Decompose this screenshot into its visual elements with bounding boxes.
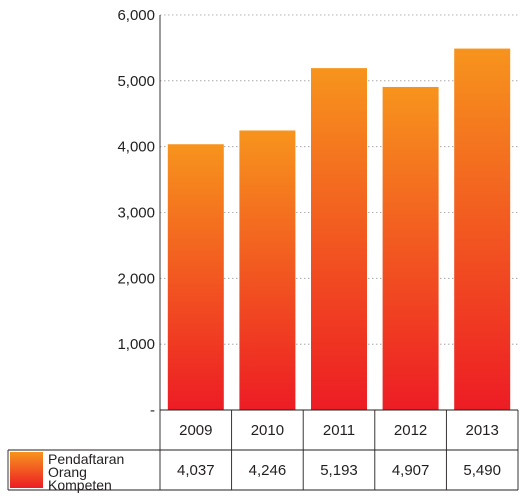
y-axis-tick-labels: - 1,000 2,000 3,000 4,000 5,000 6,000 [117, 7, 155, 419]
legend-label: Kompeten [48, 477, 112, 493]
y-tick-label: 1,000 [117, 336, 155, 353]
bars [167, 48, 511, 410]
bar [167, 144, 224, 410]
data-label: 4,246 [249, 462, 287, 479]
x-tick-label: 2012 [394, 422, 427, 439]
legend-label: Orang [48, 464, 87, 480]
bar [454, 48, 511, 410]
x-tick-label: 2013 [466, 422, 499, 439]
x-tick-label: 2010 [251, 422, 284, 439]
x-tick-label: 2009 [179, 422, 212, 439]
bar [311, 68, 367, 410]
y-tick-label: 6,000 [117, 7, 155, 24]
legend-swatch [10, 452, 43, 488]
data-label: 5,193 [320, 462, 358, 479]
y-tick-label: - [150, 402, 155, 419]
y-tick-label: 3,000 [117, 205, 155, 222]
bar [239, 130, 296, 410]
data-label: 5,490 [463, 462, 501, 479]
y-tick-label: 2,000 [117, 270, 155, 287]
data-label: 4,907 [392, 462, 430, 479]
axes [7, 15, 519, 491]
y-tick-label: 4,000 [117, 139, 155, 156]
data-label: 4,037 [177, 462, 215, 479]
bar [382, 86, 439, 410]
legend-label: Pendaftaran [48, 451, 124, 467]
x-tick-label: 2011 [323, 422, 355, 439]
data-table: 2009 4,037 2010 4,246 2011 5,193 2012 4,907 2013… [177, 422, 501, 479]
y-tick-label: 5,000 [117, 73, 155, 90]
